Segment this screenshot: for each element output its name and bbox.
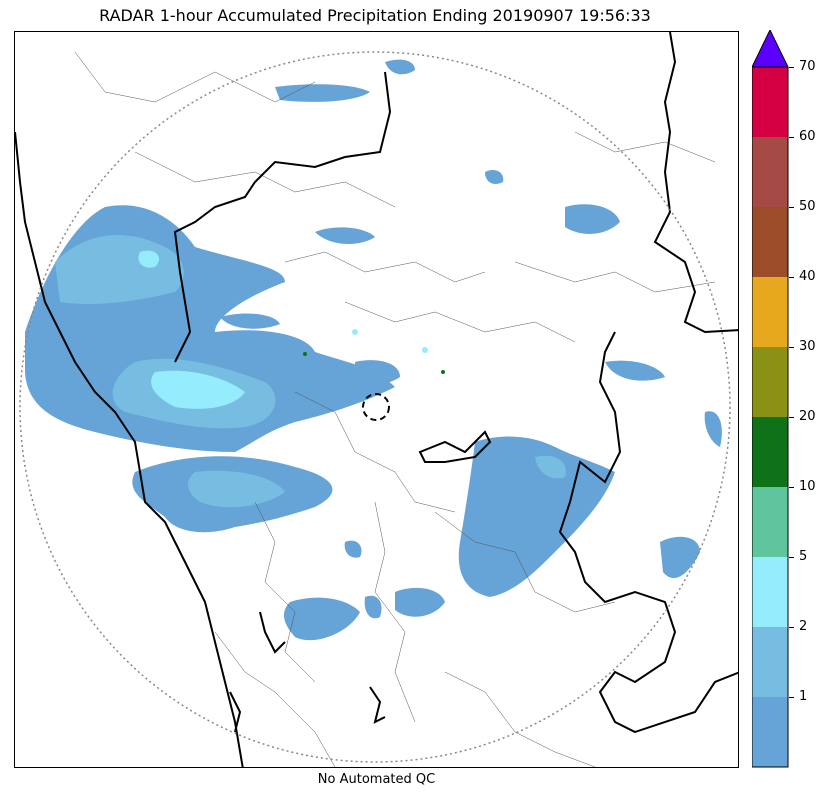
colorbar-tick bbox=[789, 277, 794, 278]
colorbar-tick-label: 2 bbox=[799, 619, 808, 634]
colorbar-tick-label: 50 bbox=[799, 199, 816, 214]
radar-map[interactable] bbox=[14, 31, 739, 768]
colorbar-tick bbox=[789, 627, 794, 628]
colorbar-band bbox=[752, 137, 788, 207]
precip-patch bbox=[220, 313, 280, 329]
colorbar-tick bbox=[789, 417, 794, 418]
colorbar-tick-label: 5 bbox=[799, 549, 808, 564]
colorbar-tick-label: 40 bbox=[799, 269, 816, 284]
precip-layer bbox=[25, 59, 722, 641]
precip-speck bbox=[441, 370, 445, 374]
precip-patch bbox=[704, 411, 722, 447]
colorbar: 1 2 5 10 20 30 40 50 60 70 bbox=[751, 28, 822, 770]
colorbar-band bbox=[752, 487, 788, 557]
precip-patch bbox=[355, 360, 400, 385]
precip-patch bbox=[188, 470, 285, 508]
precip-patch bbox=[315, 227, 375, 244]
precip-patch bbox=[364, 595, 382, 619]
colorbar-tick-label: 1 bbox=[799, 689, 808, 704]
colorbar-frame bbox=[751, 66, 789, 768]
precip-patch bbox=[535, 455, 566, 479]
precip-patch bbox=[565, 204, 620, 234]
radar-map-svg bbox=[15, 32, 738, 767]
colorbar-band bbox=[752, 557, 788, 627]
colorbar-tick bbox=[789, 557, 794, 558]
map-title: RADAR 1-hour Accumulated Precipitation E… bbox=[99, 6, 651, 25]
state-boundaries bbox=[15, 32, 738, 767]
colorbar-band bbox=[752, 207, 788, 277]
precip-speck bbox=[352, 329, 358, 335]
precip-patch bbox=[660, 536, 700, 579]
precip-patch bbox=[485, 170, 504, 184]
precip-patch bbox=[395, 587, 445, 617]
precip-patch bbox=[138, 250, 160, 268]
precip-patch bbox=[385, 59, 415, 75]
colorbar-tick bbox=[789, 487, 794, 488]
colorbar-tick-label: 60 bbox=[799, 129, 816, 144]
colorbar-band bbox=[752, 347, 788, 417]
colorbar-extend-arrow bbox=[751, 28, 789, 68]
precip-patch bbox=[275, 84, 370, 102]
precip-patch bbox=[151, 370, 245, 409]
colorbar-tick-label: 70 bbox=[799, 59, 816, 74]
colorbar-tick-label: 20 bbox=[799, 409, 816, 424]
colorbar-tick-label: 30 bbox=[799, 339, 816, 354]
colorbar-band bbox=[752, 277, 788, 347]
precip-speck bbox=[422, 347, 428, 353]
colorbar-tick bbox=[789, 697, 794, 698]
precip-patch bbox=[605, 360, 665, 381]
colorbar-band bbox=[752, 417, 788, 487]
colorbar-band bbox=[752, 67, 788, 137]
colorbar-svg bbox=[751, 28, 789, 768]
colorbar-tick-label: 10 bbox=[799, 479, 816, 494]
colorbar-band bbox=[752, 627, 788, 697]
colorbar-tick bbox=[789, 347, 794, 348]
colorbar-tick bbox=[789, 207, 794, 208]
precip-speck bbox=[303, 352, 307, 356]
colorbar-tick bbox=[789, 137, 794, 138]
colorbar-tick bbox=[789, 67, 794, 68]
colorbar-band bbox=[752, 697, 788, 767]
precip-patch bbox=[283, 597, 360, 641]
qc-note: No Automated QC bbox=[317, 772, 436, 787]
district-boundaries bbox=[74, 51, 716, 767]
precip-patch bbox=[344, 540, 362, 558]
radar-range-ring bbox=[19, 51, 731, 763]
